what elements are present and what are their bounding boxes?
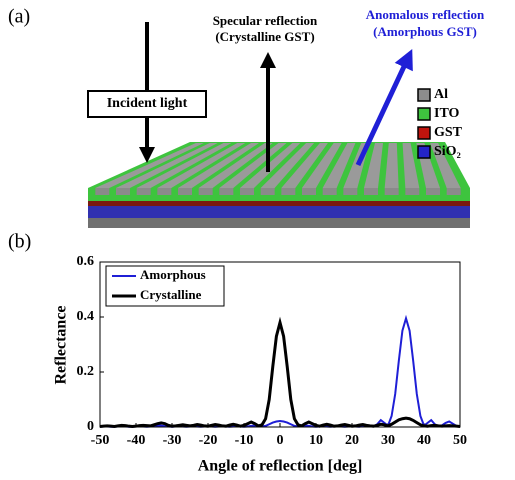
al-stripe (95, 143, 204, 188)
legend-label: ITO (434, 106, 460, 121)
panel-label: (a) (8, 6, 30, 28)
al-stripe-edge (384, 188, 399, 195)
al-stripe-edge (95, 188, 110, 195)
al-stripe (281, 143, 328, 188)
al-stripe (384, 143, 399, 188)
x-tick-label: 40 (417, 433, 431, 448)
y-tick-label: 0 (87, 419, 94, 434)
x-tick-label: 50 (453, 433, 467, 448)
al-stripe (198, 143, 273, 188)
x-tick-label: -50 (91, 433, 110, 448)
legend-swatch (417, 107, 431, 121)
x-tick-label: 20 (345, 433, 359, 448)
legend-label: Amorphous (140, 267, 206, 282)
legend-label: GST (434, 125, 463, 140)
al-layer (88, 218, 470, 228)
specular-label: Specular reflection (213, 13, 318, 28)
al-stripe (302, 143, 342, 188)
x-tick-label: -30 (163, 433, 182, 448)
legend-swatch (417, 88, 431, 102)
al-stripe (178, 143, 259, 188)
al-stripe-edge (136, 188, 151, 195)
al-stripe-edge (343, 188, 358, 195)
y-tick-label: 0.2 (77, 364, 95, 379)
al-stripe (116, 143, 218, 188)
gst-layer (88, 201, 470, 206)
legend-label: Al (434, 87, 448, 102)
plot-frame (99, 261, 461, 428)
legend-swatch (417, 145, 431, 159)
al-stripe (364, 143, 383, 188)
legend-label: SiO₂ (434, 144, 461, 159)
al-stripe-edge (219, 188, 234, 195)
y-tick-label: 0.4 (77, 309, 95, 324)
data-line (99, 314, 461, 428)
al-stripe (322, 143, 356, 188)
anomalous-arrow (355, 48, 413, 167)
al-stripe-edge (157, 188, 172, 195)
al-stripe-edge (178, 188, 192, 195)
y-axis-label: Reflectance (53, 305, 70, 384)
anomalous-label: Anomalous reflection (366, 7, 485, 22)
x-tick-label: 10 (309, 433, 323, 448)
al-stripe-edge (281, 188, 296, 195)
incident-box (87, 90, 207, 118)
legend-box (105, 265, 225, 307)
metasurface (88, 142, 470, 228)
anomalous-label: (Amorphous GST) (373, 24, 477, 39)
al-stripe-edge (446, 188, 461, 195)
x-tick-label: -20 (199, 433, 218, 448)
x-axis-label: Angle of reflection [deg] (198, 458, 363, 475)
al-stripe-edge (364, 188, 378, 195)
al-stripe-edge (240, 188, 254, 195)
legend-label: Crystalline (140, 287, 202, 302)
al-stripe-edge (405, 188, 420, 195)
x-tick-label: -10 (235, 433, 254, 448)
incident-label: Incident light (107, 96, 188, 111)
data-line (99, 316, 461, 428)
al-stripe (430, 143, 461, 188)
al-stripe-edge (302, 188, 316, 195)
al-stripe-edge (260, 188, 275, 195)
x-tick-label: 0 (277, 433, 284, 448)
al-stripe (240, 143, 301, 188)
al-stripe (157, 143, 246, 188)
al-stripe (136, 143, 232, 188)
legend-swatch (417, 126, 431, 140)
ito-layer (88, 195, 470, 201)
panel-label: (b) (8, 231, 31, 253)
al-stripe (260, 143, 315, 188)
al-stripe-edge (198, 188, 213, 195)
y-tick-label: 0.6 (77, 254, 95, 269)
al-stripe-edge (116, 188, 130, 195)
al-stripe-edge (426, 188, 440, 195)
specular-label: (Crystalline GST) (215, 29, 314, 44)
al-stripe-edge (322, 188, 337, 195)
x-tick-label: 30 (381, 433, 395, 448)
al-stripe (402, 143, 420, 188)
x-tick-label: -40 (127, 433, 146, 448)
material-legend: Al ITO GST SiO₂ (417, 87, 463, 159)
sio2-layer (88, 206, 470, 218)
